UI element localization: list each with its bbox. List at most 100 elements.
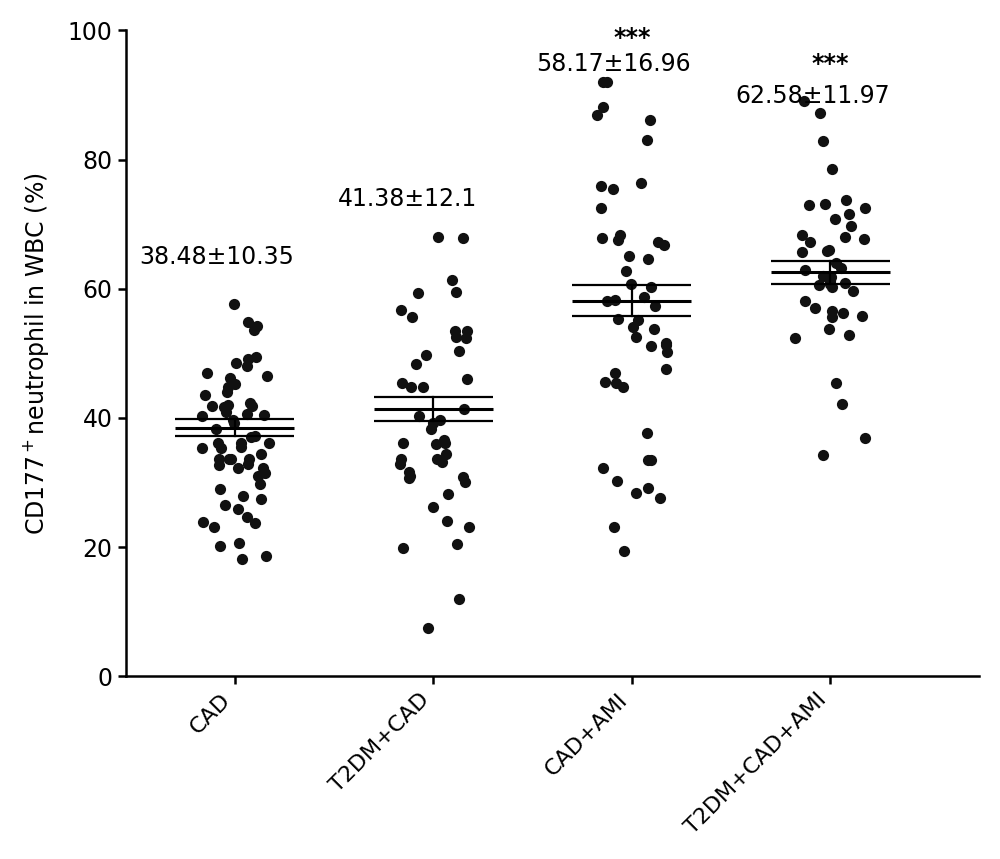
Point (639, 426, 655, 440)
Point (609, 475, 625, 489)
Point (633, 176, 649, 190)
Point (241, 453, 257, 466)
Point (658, 336, 674, 350)
Point (239, 509, 255, 523)
Point (815, 448, 831, 462)
Point (231, 536, 247, 550)
Point (821, 322, 837, 336)
Point (828, 256, 844, 270)
Point (395, 540, 411, 554)
Point (242, 396, 258, 410)
Point (456, 402, 472, 416)
Point (230, 503, 246, 516)
Point (794, 228, 810, 241)
Point (425, 416, 441, 430)
Point (248, 350, 264, 364)
Point (599, 75, 615, 88)
Point (815, 134, 831, 148)
Point (618, 264, 634, 277)
Point (393, 452, 409, 466)
Point (194, 410, 210, 423)
Point (461, 520, 477, 533)
Point (199, 366, 215, 380)
Point (234, 552, 250, 566)
Point (628, 330, 644, 344)
Text: 58.17±16.96: 58.17±16.96 (536, 52, 691, 76)
Point (827, 212, 843, 226)
Point (607, 366, 623, 380)
Point (403, 380, 419, 393)
Text: 38.48±10.35: 38.48±10.35 (139, 246, 294, 270)
Point (432, 413, 448, 427)
Point (787, 332, 803, 345)
Point (249, 319, 265, 332)
Point (459, 372, 475, 386)
Point (216, 400, 232, 414)
Point (410, 286, 426, 300)
Point (219, 385, 235, 399)
Point (226, 417, 242, 430)
Point (838, 193, 854, 207)
Point (817, 197, 833, 210)
Point (593, 202, 609, 216)
Point (656, 238, 672, 252)
Point (448, 330, 464, 344)
Point (659, 344, 675, 358)
Point (434, 455, 450, 469)
Point (259, 369, 275, 383)
Point (457, 475, 473, 489)
Point (828, 376, 844, 390)
Point (223, 452, 239, 466)
Point (230, 461, 246, 475)
Point (213, 441, 229, 454)
Point (228, 356, 244, 369)
Point (625, 320, 641, 334)
Point (220, 398, 236, 411)
Point (253, 491, 269, 505)
Point (797, 264, 813, 277)
Point (640, 252, 656, 265)
Point (210, 436, 226, 450)
Point (845, 284, 861, 298)
Point (240, 457, 256, 471)
Point (218, 405, 234, 418)
Point (250, 469, 266, 483)
Point (239, 359, 255, 373)
Point (623, 277, 639, 290)
Point (650, 235, 666, 249)
Point (211, 452, 227, 466)
Point (261, 436, 277, 450)
Point (811, 278, 827, 292)
Point (437, 436, 453, 450)
Point (824, 162, 840, 176)
Point (235, 489, 251, 503)
Point (615, 381, 631, 394)
Point (652, 491, 668, 505)
Point (451, 344, 467, 358)
Y-axis label: CD177$^+$neutrophil in WBC (%): CD177$^+$neutrophil in WBC (%) (21, 172, 51, 534)
Point (402, 470, 418, 484)
Point (429, 452, 445, 466)
Point (856, 232, 872, 246)
Point (448, 285, 464, 299)
Point (643, 280, 659, 294)
Point (240, 352, 256, 366)
Point (610, 313, 626, 326)
Point (227, 378, 243, 392)
Point (425, 500, 441, 514)
Text: ***: *** (613, 26, 651, 50)
Point (608, 376, 624, 390)
Point (802, 235, 818, 248)
Point (597, 375, 613, 389)
Point (833, 261, 849, 275)
Point (595, 75, 611, 88)
Point (643, 453, 659, 466)
Point (658, 362, 674, 376)
Point (794, 245, 810, 259)
Point (221, 452, 237, 466)
Point (420, 621, 436, 635)
Point (837, 277, 853, 290)
Point (797, 294, 813, 308)
Point (394, 375, 410, 389)
Point (607, 294, 623, 308)
